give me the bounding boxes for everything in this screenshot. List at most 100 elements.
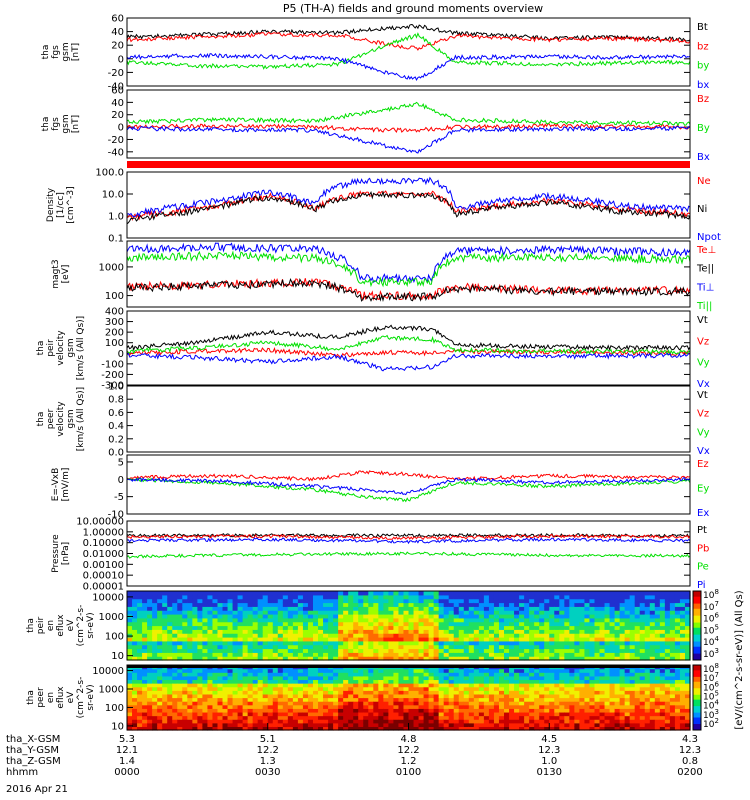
heatmap-cell [584, 602, 591, 607]
heatmap-cell [574, 598, 581, 604]
heatmap-cell [468, 640, 475, 646]
heatmap-cell [423, 594, 430, 600]
heatmap-cell [564, 683, 570, 688]
heatmap-cell [202, 679, 209, 684]
heatmap-cell [318, 614, 324, 619]
heatmap-cell [438, 701, 445, 706]
heatmap-cell [162, 675, 168, 681]
heatmap-cell [443, 686, 450, 691]
heatmap-cell [594, 594, 601, 600]
heatmap-cell [423, 668, 430, 673]
heatmap-cell [403, 683, 410, 688]
heatmap-cell [448, 693, 455, 699]
heatmap-cell [624, 719, 631, 724]
heatmap-cell [167, 711, 173, 717]
heatmap-cell [272, 633, 279, 638]
heatmap-cell [539, 652, 545, 657]
heatmap-cell [157, 675, 163, 681]
heatmap-cell [358, 686, 364, 691]
heatmap-cell [509, 726, 515, 731]
heatmap-cell [378, 701, 384, 706]
colorbar-segment [693, 620, 701, 623]
heatmap-cell [634, 704, 641, 709]
heatmap-cell [137, 686, 143, 691]
heatmap-cell [559, 672, 565, 677]
heatmap-cell [222, 614, 229, 619]
heatmap-cell [664, 672, 671, 677]
heatmap-cell [674, 722, 681, 727]
heatmap-cell [544, 656, 550, 661]
heatmap-cell [514, 644, 520, 650]
heatmap-cell [468, 629, 475, 634]
panel-5-frame [126, 310, 691, 386]
heatmap-cell [509, 715, 515, 720]
heatmap-cell [423, 679, 430, 684]
heatmap-cell [509, 598, 515, 604]
heatmap-cell [192, 602, 198, 607]
heatmap-cell [529, 591, 535, 596]
heatmap-cell [473, 594, 480, 600]
heatmap-cell [333, 644, 339, 650]
heatmap-cell [358, 675, 364, 681]
heatmap-cell [659, 686, 666, 691]
heatmap-cell [167, 625, 173, 630]
heatmap-cell [498, 602, 505, 607]
heatmap-cell [197, 633, 204, 638]
heatmap-cell [554, 711, 560, 717]
heatmap-cell [212, 672, 219, 677]
colorbar-segment [693, 596, 701, 599]
heatmap-cell [177, 598, 183, 604]
heatmap-cell [127, 704, 133, 709]
heatmap-cell [227, 606, 234, 611]
heatmap-cell [639, 722, 646, 727]
ytick-label: -5 [114, 492, 124, 503]
heatmap-cell [172, 625, 178, 630]
heatmap-cell [684, 683, 691, 688]
heatmap-cell [428, 726, 435, 731]
heatmap-cell [458, 652, 465, 657]
heatmap-cell [157, 614, 163, 619]
heatmap-cell [654, 726, 661, 731]
series-Bx [126, 125, 691, 154]
heatmap-cell [549, 719, 555, 724]
heatmap-cell [363, 602, 369, 607]
heatmap-cell [307, 668, 314, 673]
heatmap-cell [639, 690, 646, 695]
heatmap-cell [127, 610, 133, 615]
heatmap-cell [302, 693, 309, 699]
heatmap-cell [493, 648, 500, 653]
legend-Vt: Vt [697, 315, 708, 326]
heatmap-cell [132, 633, 138, 638]
heatmap-cell [579, 686, 586, 691]
heatmap-cell [629, 648, 636, 653]
heatmap-cell [152, 644, 158, 650]
heatmap-cell [137, 617, 143, 623]
heatmap-cell [504, 610, 510, 615]
heatmap-cell [599, 644, 606, 650]
heatmap-cell [242, 683, 249, 688]
heatmap-cell [539, 617, 545, 623]
heatmap-cell [544, 719, 550, 724]
heatmap-cell [433, 614, 440, 619]
heatmap-cell [182, 704, 188, 709]
heatmap-cell [418, 617, 425, 623]
heatmap-cell [287, 648, 294, 653]
heatmap-cell [609, 668, 616, 673]
heatmap-cell [353, 656, 359, 661]
heatmap-cell [162, 719, 168, 724]
heatmap-cell [147, 708, 153, 713]
heatmap-cell [458, 719, 465, 724]
heatmap-cell [157, 719, 163, 724]
heatmap-cell [544, 644, 550, 650]
heatmap-cell [247, 644, 254, 650]
heatmap-cell [302, 704, 309, 709]
heatmap-cell [654, 704, 661, 709]
heatmap-cell [162, 708, 168, 713]
heatmap-cell [358, 683, 364, 688]
heatmap-cell [664, 617, 671, 623]
ytick-label: 10.0 [102, 190, 124, 201]
heatmap-cell [172, 614, 178, 619]
heatmap-cell [478, 610, 485, 615]
heatmap-cell [639, 711, 646, 717]
colorbar-segment [693, 644, 701, 647]
